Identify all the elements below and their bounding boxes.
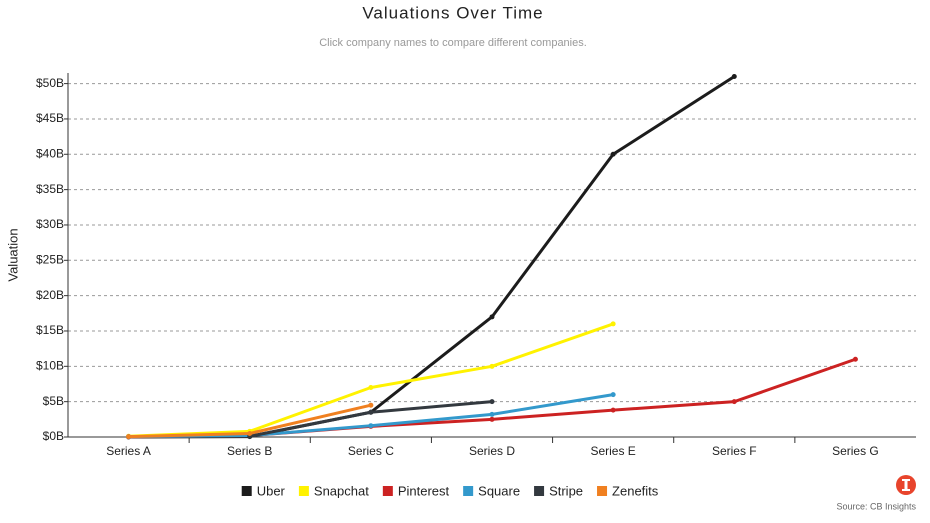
legend-item[interactable]: Square	[463, 483, 520, 498]
legend-swatch	[382, 486, 393, 496]
legend-label: Snapchat	[314, 483, 369, 498]
point	[368, 409, 374, 415]
point	[368, 385, 374, 391]
legend-swatch	[298, 486, 309, 496]
legend-label: Stripe	[549, 483, 583, 498]
point	[247, 430, 253, 436]
legend: Uber Snapchat Pinterest Square Stripe Zenefit…	[241, 483, 659, 498]
x-tick-label: Series A	[106, 444, 151, 458]
point	[489, 363, 495, 369]
legend-swatch	[463, 486, 474, 496]
chart-title: Valuations Over Time	[362, 3, 543, 22]
x-tick-label: Series D	[469, 444, 515, 458]
y-axis-label: Valuation	[5, 228, 20, 281]
legend-swatch	[534, 486, 545, 496]
point	[610, 151, 616, 157]
point	[489, 314, 495, 320]
legend-swatch	[597, 486, 608, 496]
y-tick-label: $25B	[36, 252, 64, 266]
y-tick-label: $5B	[43, 394, 64, 408]
y-tick-label: $45B	[36, 111, 64, 125]
x-tick-label: Series C	[348, 444, 394, 458]
source: Source: CB Insights	[836, 501, 916, 511]
y-tick-label: $50B	[36, 76, 64, 90]
point	[489, 399, 495, 405]
x-tick-label: Series B	[227, 444, 272, 458]
x-tick-label: Series G	[832, 444, 879, 458]
y-tick-label: $0B	[43, 429, 64, 443]
y-tick-label: $15B	[36, 323, 64, 337]
point	[610, 321, 616, 327]
point	[852, 356, 858, 362]
y-tick-label: $35B	[36, 182, 64, 196]
point	[489, 416, 495, 422]
point	[731, 74, 737, 80]
series-line	[128, 75, 736, 439]
series-line	[128, 357, 856, 439]
legend-label: Square	[478, 483, 520, 498]
point	[731, 399, 737, 405]
y-tick-label: $10B	[36, 358, 64, 372]
chart-subtitle: Click company names to compare different…	[319, 37, 587, 49]
logo	[896, 475, 916, 495]
legend-item[interactable]: Pinterest	[382, 483, 450, 498]
legend-swatch	[241, 486, 252, 496]
point	[610, 407, 616, 413]
y-tick-label: $40B	[36, 146, 64, 160]
legend-item[interactable]: Uber	[241, 483, 286, 498]
point	[126, 434, 132, 440]
point	[368, 423, 374, 429]
point	[489, 411, 495, 417]
legend-label: Pinterest	[398, 483, 450, 498]
y-tick-label: $20B	[36, 288, 64, 302]
legend-item[interactable]: Zenefits	[597, 483, 659, 498]
point	[368, 402, 374, 408]
x-tick-label: Series E	[590, 444, 635, 458]
y-tick-label: $30B	[36, 217, 64, 231]
legend-label: Zenefits	[612, 483, 659, 498]
point	[610, 392, 616, 398]
legend-item[interactable]: Snapchat	[298, 483, 369, 498]
x-tick-label: Series F	[712, 444, 757, 458]
series-line	[128, 322, 614, 438]
legend-item[interactable]: Stripe	[534, 483, 583, 498]
legend-label: Uber	[257, 483, 286, 498]
